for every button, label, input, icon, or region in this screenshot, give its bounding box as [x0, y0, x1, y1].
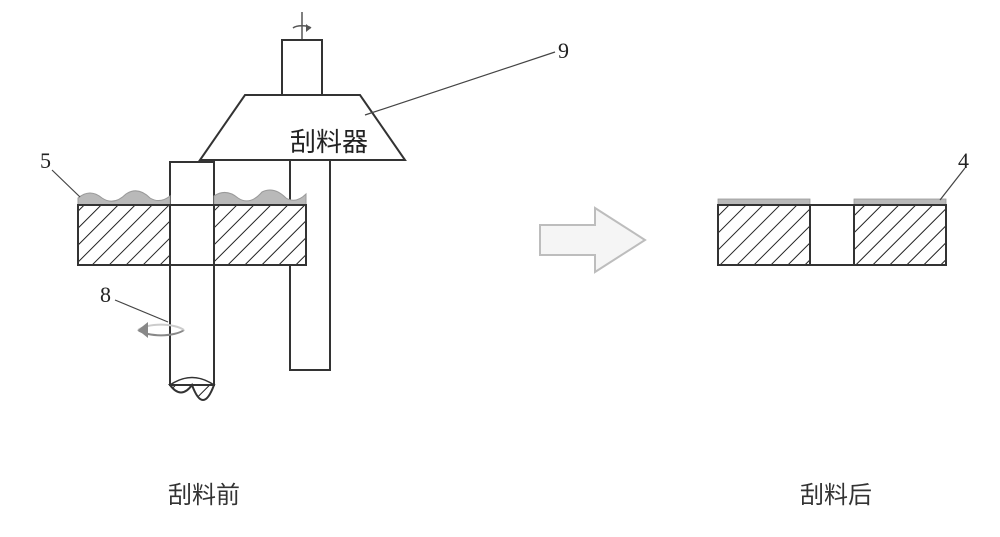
base-after	[718, 199, 946, 265]
callout-9: 9	[558, 38, 569, 64]
caption-before: 刮料前	[168, 475, 240, 510]
scraper-label: 刮料器	[290, 122, 368, 159]
callout-5: 5	[40, 148, 51, 174]
big-right-arrow-icon	[540, 208, 645, 272]
callout-4: 4	[958, 148, 969, 174]
caption-after: 刮料后	[800, 475, 872, 510]
diagram-svg	[0, 0, 1000, 537]
rotation-indicator-top-icon	[293, 12, 311, 40]
base-before	[78, 205, 306, 265]
drill-shaft	[170, 162, 214, 400]
callout-8: 8	[100, 282, 111, 308]
